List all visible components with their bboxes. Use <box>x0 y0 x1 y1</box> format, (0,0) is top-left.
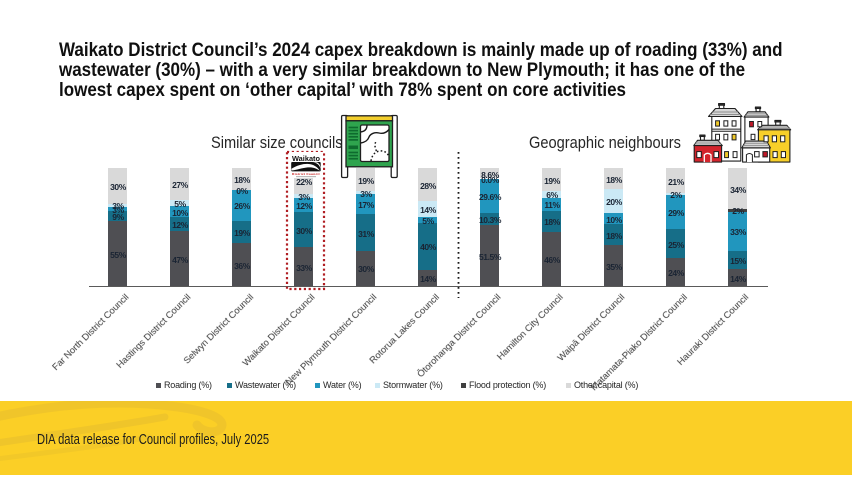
svg-text:Waikato: Waikato <box>292 154 321 163</box>
svg-text:District Council: District Council <box>292 172 320 176</box>
